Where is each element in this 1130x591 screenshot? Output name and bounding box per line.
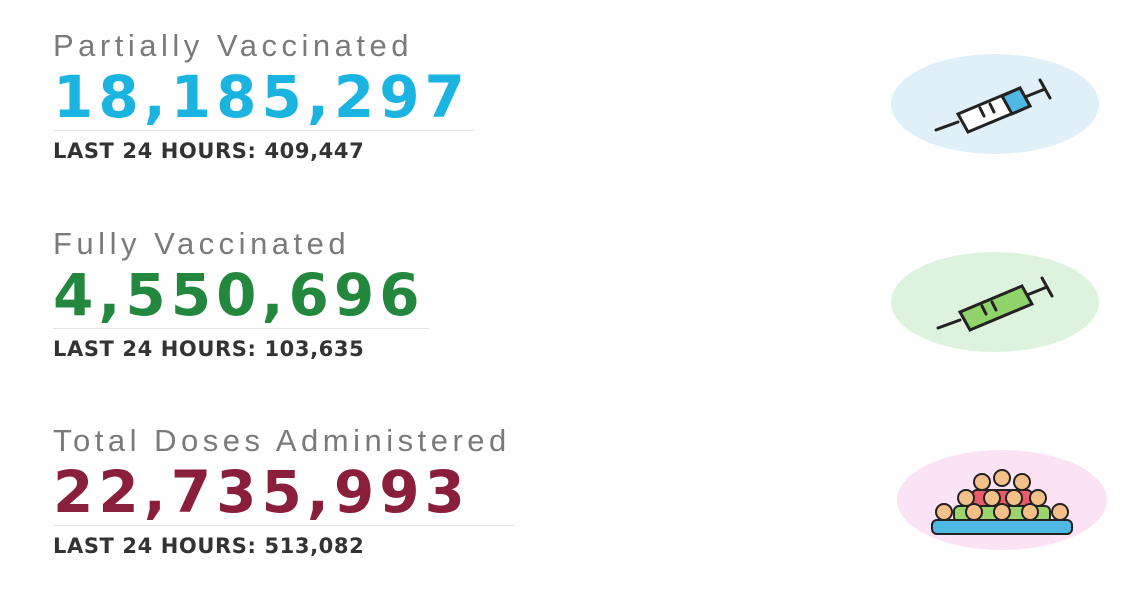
stat-block: Total Doses Administered 22,735,993 LAST… [53,423,515,558]
stat-last: LAST 24 HOURS: 409,447 [53,139,474,163]
stat-label: Fully Vaccinated [53,226,351,261]
stat-block: Fully Vaccinated 4,550,696 LAST 24 HOURS… [53,226,429,361]
last-label: LAST 24 HOURS: [53,337,257,361]
syringe-icon [891,252,1099,352]
people-icon [897,450,1107,550]
last-value: 409,447 [264,139,365,163]
stat-value: 22,735,993 [53,458,470,526]
stat-value: 4,550,696 [53,261,425,329]
last-label: LAST 24 HOURS: [53,139,257,163]
stat-last: LAST 24 HOURS: 513,082 [53,534,515,558]
stat-label: Total Doses Administered [53,423,511,458]
last-label: LAST 24 HOURS: [53,534,257,558]
stat-label: Partially Vaccinated [53,28,413,63]
syringe-icon [891,54,1099,154]
stat-head: Partially Vaccinated 18,185,297 [53,28,474,131]
stat-last: LAST 24 HOURS: 103,635 [53,337,429,361]
stat-head: Total Doses Administered 22,735,993 [53,423,515,526]
last-value: 103,635 [264,337,365,361]
stat-value: 18,185,297 [53,63,470,131]
stat-head: Fully Vaccinated 4,550,696 [53,226,429,329]
stat-block: Partially Vaccinated 18,185,297 LAST 24 … [53,28,474,163]
last-value: 513,082 [264,534,365,558]
